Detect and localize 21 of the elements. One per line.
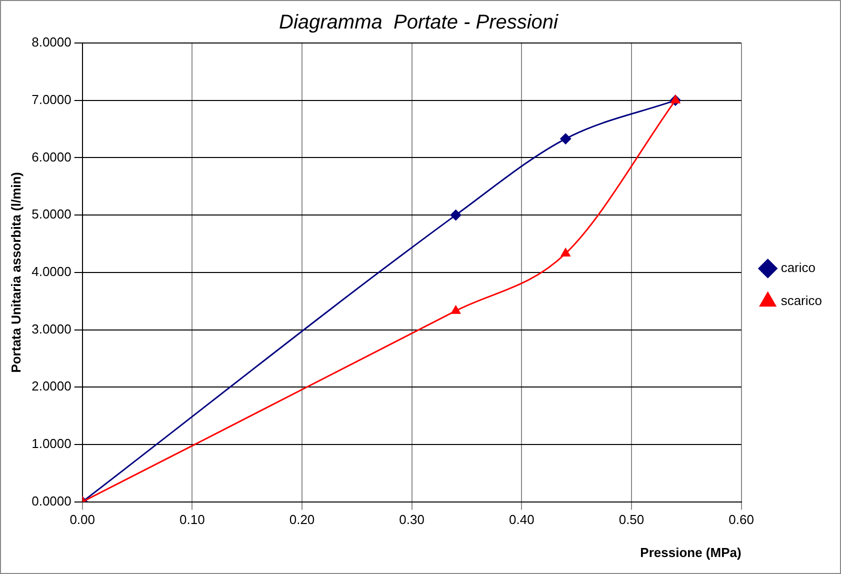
y-tick-label: 7.0000 — [32, 92, 72, 107]
x-tick-label: 0.50 — [618, 512, 644, 528]
legend-label: scarico — [780, 293, 822, 308]
x-tick-label: 0.30 — [399, 512, 424, 528]
x-tick-label: 0.00 — [70, 512, 96, 528]
y-tick-label: 4.0000 — [32, 264, 72, 279]
y-tick-label: 8.0000 — [32, 34, 72, 50]
x-tick-label: 0.10 — [180, 512, 205, 528]
y-tick-label: 6.0000 — [32, 149, 72, 164]
x-tick-label: 0.20 — [289, 512, 315, 528]
y-tick-label: 1.0000 — [32, 436, 72, 452]
y-tick-label: 5.0000 — [32, 206, 72, 222]
y-tick-label: 3.0000 — [32, 321, 72, 336]
x-axis-title: Pressione (MPa) — [640, 544, 742, 560]
x-tick-label: 0.40 — [509, 512, 534, 528]
y-tick-label: 2.0000 — [32, 378, 72, 394]
legend-label: carico — [780, 260, 816, 276]
y-axis-title: Portata Unitaria assorbita (l/min) — [8, 172, 24, 373]
x-tick-label: 0.60 — [728, 512, 754, 528]
chart-title: Diagramma Portate - Pressioni — [279, 12, 559, 34]
y-tick-label: 0.0000 — [32, 493, 72, 508]
